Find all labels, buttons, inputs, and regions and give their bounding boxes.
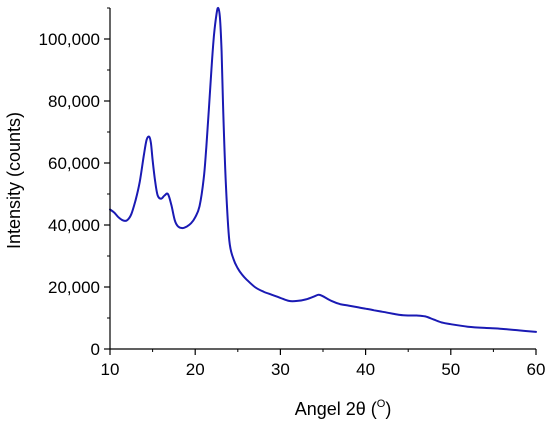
x-tick-label: 20 <box>186 360 205 379</box>
x-tick-label: 10 <box>101 360 120 379</box>
y-axis-ticks: 0 20,000 40,000 60,000 80,000 100,000 <box>39 7 110 359</box>
y-tick-label: 40,000 <box>48 216 100 235</box>
x-axis-title-close: ) <box>385 399 391 419</box>
x-axis-title-unit: O <box>377 398 386 410</box>
y-tick-label: 100,000 <box>39 30 100 49</box>
x-tick-label: 30 <box>271 360 290 379</box>
x-tick-label: 60 <box>527 360 546 379</box>
y-axis-title: Intensity (counts) <box>4 112 24 249</box>
x-axis-ticks: 10 20 30 40 50 60 <box>101 349 546 379</box>
y-tick-label: 60,000 <box>48 154 100 173</box>
x-tick-label: 50 <box>441 360 460 379</box>
series-line <box>109 6 537 333</box>
x-tick-label: 40 <box>356 360 375 379</box>
y-tick-label: 80,000 <box>48 92 100 111</box>
y-tick-label: 20,000 <box>48 278 100 297</box>
x-axis-title: Angel 2θ (O) <box>295 398 392 419</box>
x-axis-title-text: Angel 2θ ( <box>295 399 377 419</box>
y-tick-label: 0 <box>91 340 100 359</box>
